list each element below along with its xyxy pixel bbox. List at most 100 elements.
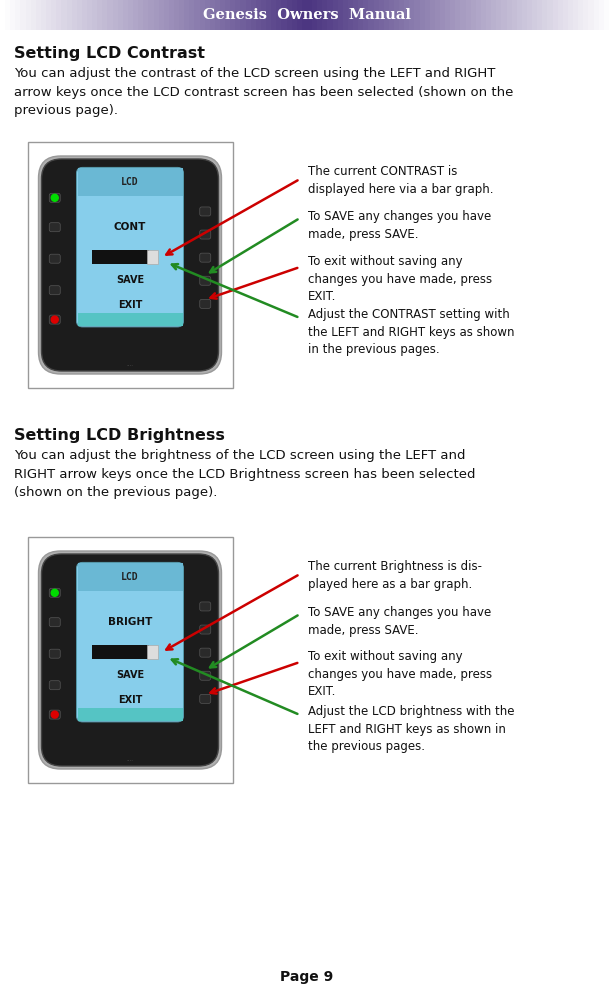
FancyBboxPatch shape	[200, 299, 211, 309]
Text: SAVE: SAVE	[116, 670, 144, 680]
Bar	[281, 0, 287, 30]
Bar	[77, 169, 182, 196]
Bar	[496, 0, 502, 30]
Bar	[486, 0, 492, 30]
Bar	[97, 0, 103, 30]
FancyBboxPatch shape	[200, 276, 211, 285]
Bar	[368, 0, 375, 30]
Circle shape	[51, 317, 58, 323]
Bar	[563, 0, 569, 30]
FancyBboxPatch shape	[49, 618, 60, 627]
Bar	[537, 0, 543, 30]
Bar	[343, 0, 349, 30]
Bar	[460, 0, 467, 30]
Bar	[147, 645, 158, 659]
Bar	[20, 0, 26, 30]
Bar	[179, 0, 185, 30]
Text: You can adjust the contrast of the LCD screen using the LEFT and RIGHT
arrow key: You can adjust the contrast of the LCD s…	[14, 67, 513, 117]
FancyBboxPatch shape	[200, 671, 211, 680]
Bar	[10, 0, 17, 30]
Bar	[184, 0, 190, 30]
FancyBboxPatch shape	[42, 554, 219, 766]
FancyBboxPatch shape	[200, 625, 211, 634]
Text: EXIT: EXIT	[118, 299, 142, 310]
Bar	[230, 0, 236, 30]
Bar	[31, 0, 37, 30]
Bar	[82, 0, 88, 30]
Bar	[292, 0, 298, 30]
Text: SAVE: SAVE	[116, 275, 144, 285]
Bar	[5, 0, 11, 30]
FancyBboxPatch shape	[49, 193, 60, 202]
Bar	[87, 0, 93, 30]
Bar	[61, 0, 68, 30]
Bar	[143, 0, 149, 30]
FancyBboxPatch shape	[200, 207, 211, 216]
FancyBboxPatch shape	[39, 156, 222, 374]
Text: ....: ....	[126, 362, 133, 367]
FancyBboxPatch shape	[42, 159, 219, 371]
Bar	[399, 0, 405, 30]
Bar	[72, 0, 78, 30]
Bar	[507, 0, 513, 30]
FancyBboxPatch shape	[200, 648, 211, 657]
Bar	[241, 0, 247, 30]
Bar	[154, 0, 160, 30]
Bar	[46, 0, 52, 30]
Bar	[26, 0, 32, 30]
Text: CONT: CONT	[114, 222, 146, 232]
Bar	[430, 0, 436, 30]
Text: Genesis  Owners  Manual: Genesis Owners Manual	[203, 8, 411, 22]
Bar	[149, 0, 155, 30]
Bar	[28, 142, 233, 388]
Bar	[128, 0, 134, 30]
Text: Page 9: Page 9	[281, 970, 333, 984]
Bar	[317, 0, 324, 30]
Bar	[456, 0, 462, 30]
Bar	[322, 0, 328, 30]
Text: To SAVE any changes you have
made, press SAVE.: To SAVE any changes you have made, press…	[308, 210, 491, 240]
Bar	[517, 0, 523, 30]
FancyBboxPatch shape	[49, 223, 60, 232]
FancyBboxPatch shape	[49, 316, 60, 324]
Text: Adjust the LCD brightness with the
LEFT and RIGHT keys as shown in
the previous : Adjust the LCD brightness with the LEFT …	[308, 705, 515, 753]
Bar	[138, 0, 144, 30]
Bar	[266, 0, 272, 30]
Bar	[271, 0, 278, 30]
Bar	[599, 0, 605, 30]
Bar	[445, 0, 451, 30]
Text: To SAVE any changes you have
made, press SAVE.: To SAVE any changes you have made, press…	[308, 606, 491, 636]
Bar	[511, 0, 518, 30]
Bar	[204, 0, 211, 30]
Bar	[66, 0, 72, 30]
FancyBboxPatch shape	[200, 694, 211, 703]
Bar	[307, 0, 313, 30]
Text: Adjust the CONTRAST setting with
the LEFT and RIGHT keys as shown
in the previou: Adjust the CONTRAST setting with the LEF…	[308, 308, 515, 356]
Bar	[568, 0, 574, 30]
Bar	[410, 0, 416, 30]
Bar	[147, 250, 158, 264]
Bar	[189, 0, 195, 30]
Bar	[92, 645, 149, 659]
Bar	[77, 0, 83, 30]
Bar	[112, 0, 119, 30]
Bar	[77, 709, 182, 721]
Bar	[338, 0, 344, 30]
Bar	[261, 0, 267, 30]
Bar	[251, 0, 257, 30]
Bar	[573, 0, 579, 30]
Bar	[215, 0, 221, 30]
Bar	[200, 0, 206, 30]
Bar	[36, 0, 42, 30]
FancyBboxPatch shape	[200, 230, 211, 239]
Bar	[174, 0, 180, 30]
Bar	[450, 0, 456, 30]
Bar	[220, 0, 226, 30]
Bar	[425, 0, 431, 30]
Text: EXIT: EXIT	[118, 694, 142, 705]
Bar	[542, 0, 548, 30]
Text: Setting LCD Contrast: Setting LCD Contrast	[14, 46, 205, 61]
Text: LCD: LCD	[121, 177, 139, 187]
Text: To exit without saving any
changes you have made, press
EXIT.: To exit without saving any changes you h…	[308, 255, 492, 303]
FancyBboxPatch shape	[77, 168, 184, 327]
